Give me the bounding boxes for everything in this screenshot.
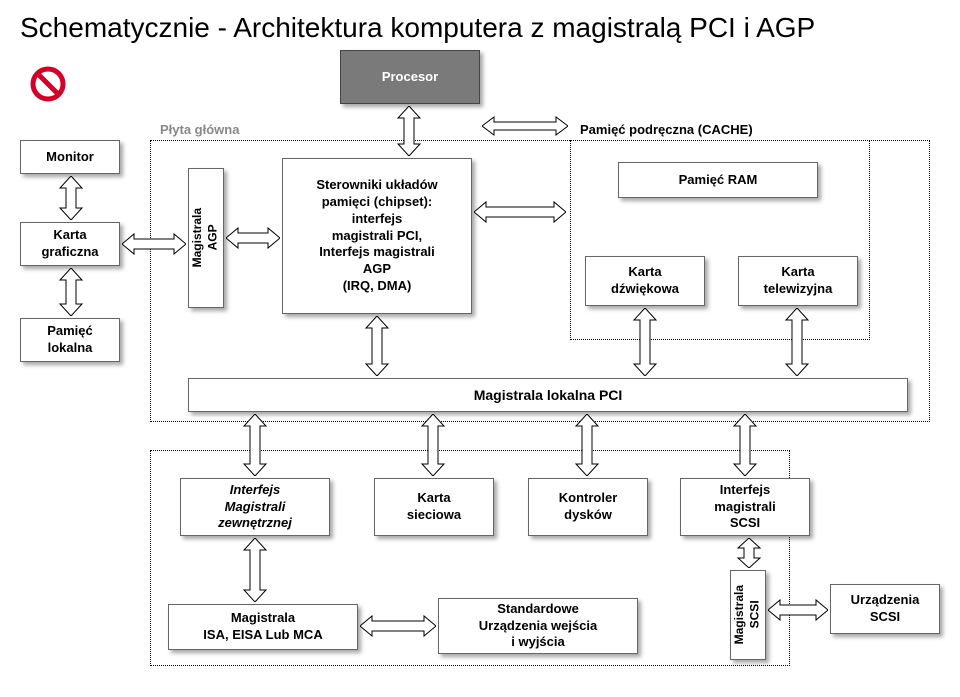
arrow-icon — [226, 226, 280, 250]
arrow-icon — [364, 316, 390, 376]
box-karta-tv: Karta telewizyjna — [738, 256, 858, 306]
mag-agp-label: Magistrala AGP — [190, 208, 221, 267]
arrow-icon — [474, 200, 566, 224]
arrow-icon — [360, 614, 436, 638]
arrow-icon — [784, 308, 810, 376]
arrow-icon — [242, 414, 268, 476]
box-urz-scsi: Urządzenia SCSI — [830, 584, 940, 634]
arrow-icon — [482, 116, 568, 136]
arrow-icon — [58, 268, 84, 316]
arrow-icon — [122, 232, 186, 256]
mag-scsi-label: Magistrala SCSI — [732, 585, 763, 644]
arrow-icon — [732, 414, 758, 476]
arrow-icon — [574, 414, 600, 476]
box-procesor: Procesor — [340, 50, 480, 104]
box-monitor: Monitor — [20, 140, 120, 174]
box-pamiec-lokalna: Pamięć lokalna — [20, 318, 120, 362]
box-interfejs-zewn: Interfejs Magistrali zewnętrznej — [180, 478, 330, 536]
page-title: Schematycznie - Architektura komputera z… — [20, 12, 940, 44]
arrow-icon — [420, 414, 446, 476]
box-mag-agp: Magistrala AGP — [188, 168, 224, 308]
arrow-icon — [242, 538, 268, 602]
box-kontroler: Kontroler dysków — [528, 478, 648, 536]
arrow-icon — [736, 538, 762, 568]
label-plyta: Płyta główna — [160, 122, 239, 137]
box-ram: Pamięć RAM — [618, 162, 818, 198]
label-cache: Pamięć podręczna (CACHE) — [580, 122, 753, 137]
box-pci-bar: Magistrala lokalna PCI — [188, 378, 908, 412]
box-interfejs-scsi: Interfejs magistrali SCSI — [680, 478, 810, 536]
arrow-icon — [396, 106, 422, 156]
no-entry-icon — [30, 66, 66, 102]
box-karta-siec: Karta sieciowa — [374, 478, 494, 536]
box-mag-isa: Magistrala ISA, EISA Lub MCA — [168, 604, 358, 650]
box-mag-scsi: Magistrala SCSI — [730, 570, 766, 660]
box-chipset: Sterowniki układów pamięci (chipset): in… — [282, 158, 472, 314]
box-karta-dzwiek: Karta dźwiękowa — [585, 256, 705, 306]
arrow-icon — [632, 308, 658, 376]
diagram: Procesor Płyta główna Pamięć podręczna (… — [20, 50, 940, 675]
arrow-icon — [58, 176, 84, 220]
box-std-io: Standardowe Urządzenia wejścia i wyjścia — [438, 598, 638, 654]
box-karta-graficzna: Karta graficzna — [20, 222, 120, 266]
arrow-icon — [768, 598, 828, 622]
